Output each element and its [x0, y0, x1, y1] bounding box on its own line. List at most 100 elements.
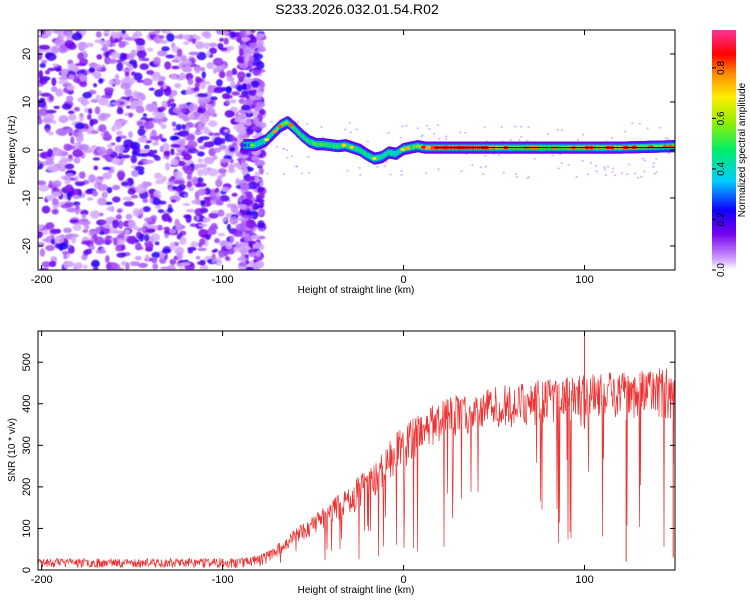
- noise-blob: [251, 155, 260, 162]
- noise-blob: [151, 118, 162, 124]
- noise-blob: [231, 67, 237, 75]
- noise-blob: [45, 128, 51, 133]
- noise-blob: [200, 82, 206, 90]
- noise-blob: [171, 59, 181, 63]
- noise-blob: [603, 166, 606, 169]
- noise-blob: [135, 246, 144, 251]
- x-tick-label: 0: [400, 274, 406, 286]
- noise-blob: [121, 181, 130, 186]
- noise-blob: [155, 35, 160, 44]
- noise-blob: [80, 209, 89, 216]
- noise-blob: [142, 113, 147, 117]
- noise-blob: [84, 189, 94, 195]
- noise-blob: [95, 249, 107, 254]
- noise-blob: [255, 205, 263, 209]
- noise-blob: [471, 164, 474, 166]
- noise-blob: [253, 69, 261, 76]
- noise-blob: [183, 34, 191, 41]
- noise-blob: [38, 184, 50, 192]
- noise-blob: [118, 42, 126, 48]
- noise-blob: [57, 31, 65, 41]
- noise-blob: [212, 57, 224, 66]
- noise-blob: [52, 180, 62, 188]
- noise-blob: [275, 145, 278, 148]
- noise-blob: [168, 228, 177, 235]
- noise-blob: [175, 124, 182, 131]
- noise-blob: [613, 174, 617, 177]
- noise-blob: [55, 88, 64, 97]
- noise-blob: [90, 98, 99, 103]
- noise-blob: [575, 175, 578, 178]
- noise-blob: [42, 118, 54, 124]
- noise-blob: [161, 46, 170, 52]
- noise-blob: [241, 167, 249, 176]
- noise-blob: [107, 58, 118, 64]
- noise-blob: [124, 229, 131, 235]
- noise-blob: [444, 138, 448, 141]
- noise-blob: [178, 72, 186, 80]
- x-tick-label: -200: [31, 274, 53, 286]
- noise-blob: [240, 183, 250, 191]
- noise-blob: [38, 180, 47, 186]
- noise-blob: [652, 162, 655, 165]
- noise-blob: [179, 236, 187, 245]
- noise-blob: [238, 113, 248, 119]
- noise-blob: [153, 56, 161, 66]
- noise-blob: [135, 105, 145, 114]
- noise-blob: [180, 261, 191, 266]
- noise-blob: [178, 130, 190, 137]
- noise-blob: [254, 159, 266, 167]
- noise-blob: [148, 87, 155, 91]
- noise-blob: [104, 87, 114, 94]
- noise-blob: [171, 199, 176, 203]
- noise-blob: [520, 125, 523, 128]
- noise-blob: [113, 38, 119, 43]
- noise-blob: [79, 81, 88, 88]
- noise-blob: [246, 83, 252, 90]
- noise-blob: [226, 223, 231, 231]
- colorbar-tick-label: 0.8: [716, 61, 727, 75]
- noise-blob: [130, 141, 141, 150]
- noise-blob: [594, 164, 598, 167]
- noise-blob: [86, 42, 94, 48]
- noise-blob: [77, 52, 84, 60]
- noise-blob: [39, 63, 46, 68]
- noise-blob: [210, 96, 218, 101]
- noise-blob: [98, 146, 107, 155]
- noise-blob: [204, 234, 212, 238]
- noise-blob: [125, 213, 133, 220]
- noise-blob: [249, 42, 258, 48]
- noise-blob: [111, 157, 121, 165]
- noise-blob: [115, 214, 122, 220]
- noise-blob: [104, 235, 113, 244]
- noise-blob: [63, 227, 72, 233]
- noise-blob: [209, 47, 217, 54]
- noise-blob: [67, 192, 72, 201]
- noise-blob: [559, 153, 562, 156]
- noise-blob: [219, 144, 227, 151]
- noise-blob: [179, 109, 188, 113]
- noise-blob: [465, 153, 468, 156]
- noise-blob: [194, 130, 204, 135]
- noise-blob: [157, 50, 168, 57]
- noise-blob: [290, 155, 293, 158]
- noise-blob: [146, 228, 155, 233]
- noise-blob: [116, 237, 125, 246]
- y-tick-label: 0: [21, 567, 33, 573]
- noise-blob: [73, 188, 82, 195]
- noise-blob: [194, 208, 204, 216]
- noise-blob: [174, 246, 185, 255]
- noise-blob: [45, 109, 57, 114]
- noise-blob: [355, 128, 358, 131]
- noise-blob: [49, 260, 57, 268]
- noise-blob: [198, 242, 203, 248]
- noise-blob: [199, 67, 206, 72]
- noise-blob: [389, 173, 392, 176]
- ridge-hotspot: [433, 146, 439, 150]
- noise-blob: [128, 131, 133, 139]
- x-tick-label: 100: [575, 574, 593, 586]
- noise-blob: [151, 129, 157, 137]
- noise-blob: [253, 176, 260, 184]
- noise-blob: [116, 252, 126, 258]
- snr-x-axis-title: Height of straight line (km): [298, 585, 415, 596]
